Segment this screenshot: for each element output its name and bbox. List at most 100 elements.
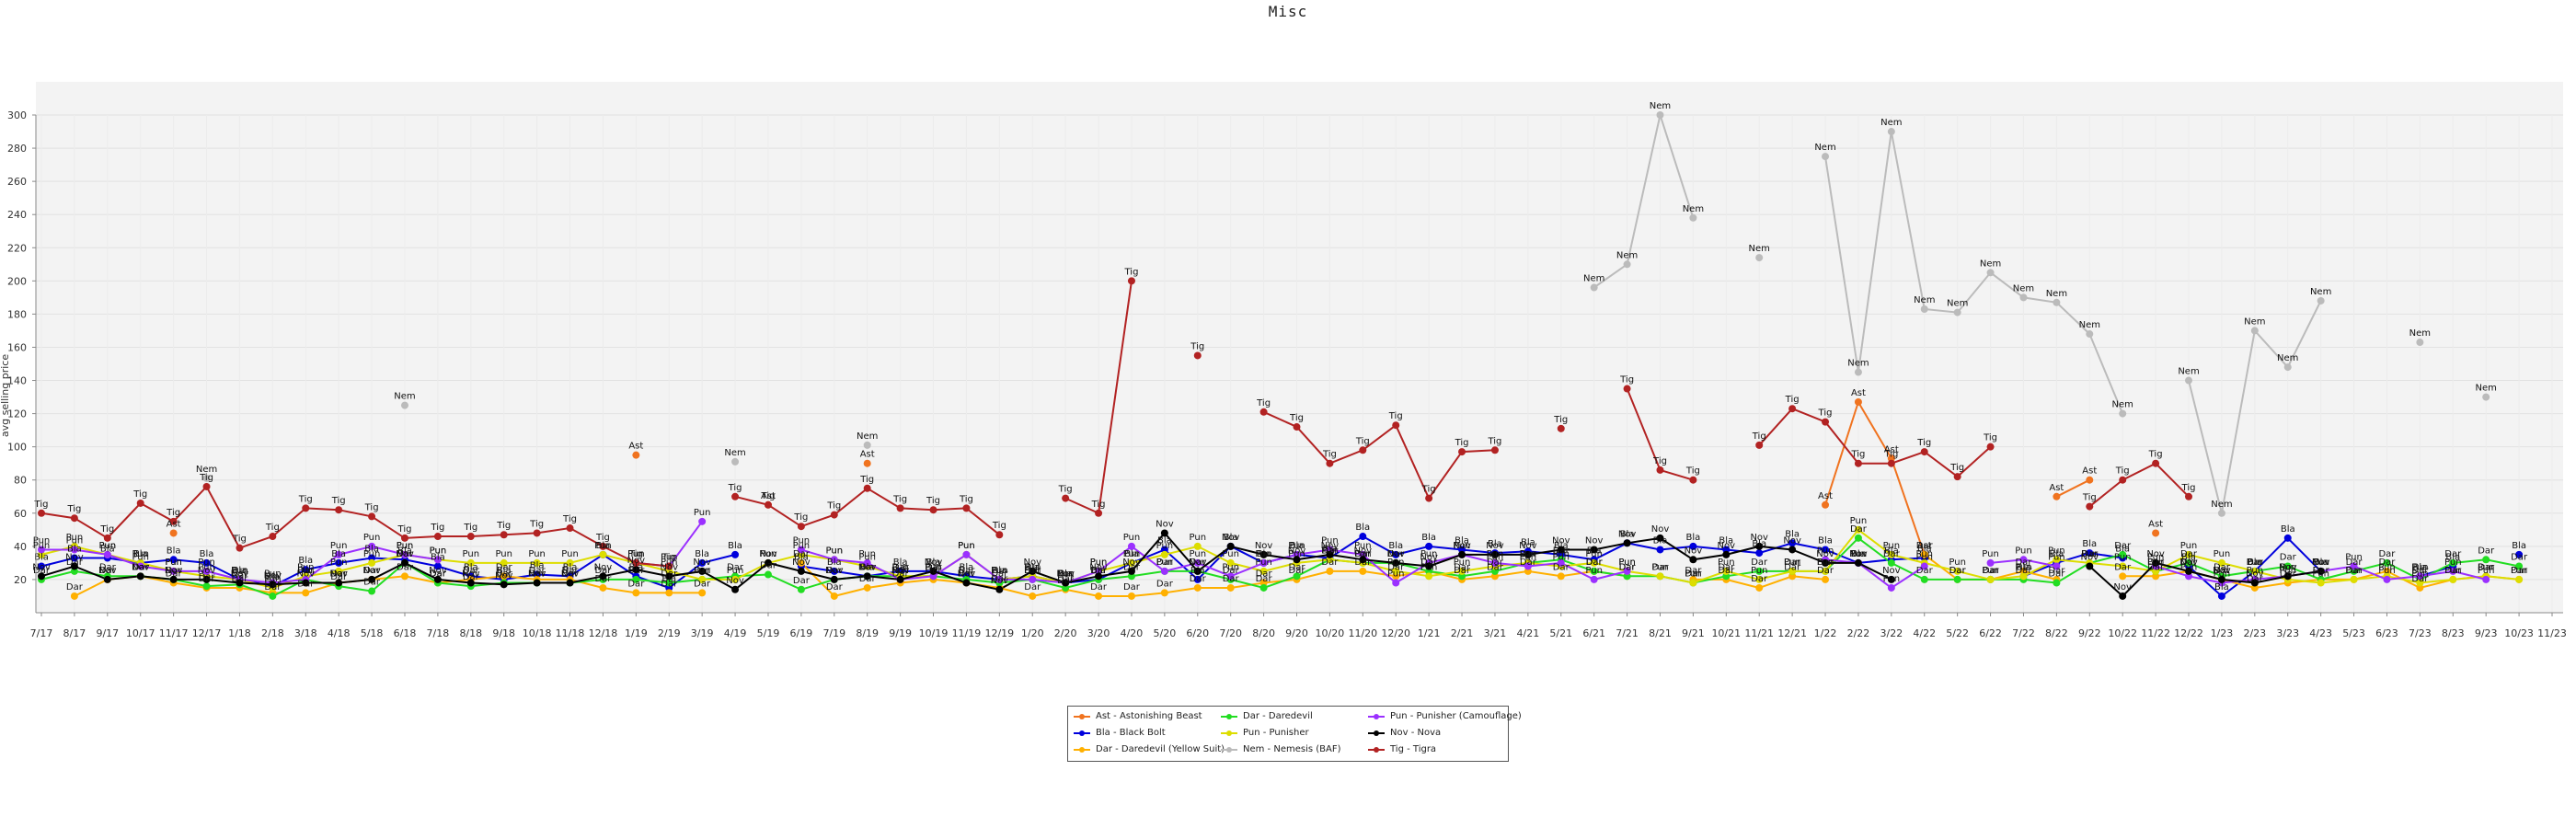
data-point (2185, 550, 2193, 558)
data-point (533, 579, 541, 587)
data-label: Tig (661, 553, 676, 563)
x-tick-label: 9/18 (492, 627, 515, 639)
data-label: Tig (1421, 485, 1436, 495)
data-label: Dar (363, 566, 381, 576)
x-tick-label: 9/23 (2475, 627, 2498, 639)
data-label: Dar (1553, 562, 1570, 572)
data-label: Bla (1290, 541, 1305, 551)
data-label: Bla (860, 562, 875, 572)
data-label: Dar (66, 582, 84, 592)
data-point (302, 566, 310, 574)
data-label: Ast (1818, 491, 1833, 501)
data-point (1359, 533, 1367, 541)
data-point (599, 542, 607, 550)
x-tick-label: 5/19 (757, 627, 780, 639)
data-label: Bla (298, 556, 313, 566)
data-label: Pun (33, 541, 51, 551)
data-point (1722, 550, 1731, 558)
data-label: Nov (1288, 546, 1306, 556)
data-label: Pun (1024, 562, 1041, 572)
data-label: Nov (1882, 566, 1901, 576)
data-label: Dar (2147, 562, 2165, 572)
y-tick-label: 280 (7, 143, 27, 155)
data-label: Dar (2015, 558, 2032, 568)
data-label: Dar (330, 569, 348, 580)
data-label: Dar (1256, 569, 1273, 580)
data-label: Nem (1814, 143, 1835, 153)
data-point (1392, 579, 1400, 587)
data-label: Nov (329, 569, 348, 580)
data-label: Pun (1057, 569, 1075, 580)
legend-swatch (1074, 729, 1090, 738)
data-label: Dar (1223, 566, 1240, 576)
data-label: Tig (1685, 466, 1700, 477)
data-point (599, 550, 607, 558)
data-point (830, 556, 838, 564)
data-label: Dar (1751, 574, 1768, 584)
data-point (2416, 572, 2424, 581)
data-point (2416, 339, 2424, 347)
data-label: Pun (2312, 558, 2329, 568)
x-tick-label: 4/18 (328, 627, 351, 639)
data-label: Pun (1024, 566, 1041, 576)
x-tick-label: 7/19 (822, 627, 845, 639)
data-label: Dar (1619, 562, 1637, 572)
data-point (1127, 567, 1135, 575)
data-point (962, 579, 971, 587)
data-label: Bla (2281, 524, 2295, 535)
data-label: Dar (2180, 549, 2198, 559)
data-label: Bla (1421, 533, 1436, 543)
data-label: Nov (362, 566, 381, 576)
data-point (2217, 575, 2225, 583)
data-label: Pun (363, 533, 381, 543)
data-label: Dar (1387, 549, 1405, 559)
data-label: Tig (1983, 433, 1997, 443)
data-point (202, 558, 211, 567)
data-label: Tig (1883, 450, 1898, 460)
data-label: Dar (297, 566, 315, 576)
data-point (1193, 575, 1202, 583)
data-point (1656, 546, 1664, 554)
data-label: Pun (1321, 535, 1339, 546)
data-label: Tig (1058, 485, 1073, 495)
data-label: Dar (1685, 566, 1702, 576)
data-label: Pun (661, 553, 678, 563)
data-label: Dar (1123, 562, 1141, 572)
data-label: Pun (1288, 549, 1305, 559)
x-tick-label: 2/18 (261, 627, 284, 639)
data-point (632, 589, 640, 597)
x-tick-label: 8/23 (2442, 627, 2465, 639)
data-label: Dar (33, 566, 51, 576)
data-label: Pun (99, 541, 117, 551)
data-point (1226, 572, 1235, 581)
data-label: Nov (1321, 541, 1340, 551)
data-point (698, 567, 707, 575)
data-point (1854, 558, 1862, 567)
data-label: Dar (2511, 566, 2528, 576)
data-label: Nov (1354, 546, 1373, 556)
data-label: Bla (200, 549, 214, 559)
data-label: Tig (199, 473, 213, 483)
x-tick-label: 8/18 (459, 627, 482, 639)
data-label: Pun (397, 541, 414, 551)
data-label: Nem (1947, 299, 1968, 309)
data-label: Dar (1553, 546, 1570, 556)
data-point (863, 459, 871, 467)
data-label: Dar (1520, 549, 1537, 559)
data-point (433, 562, 442, 570)
data-label: Nov (296, 569, 315, 580)
data-point (962, 550, 971, 558)
data-label: Bla (827, 558, 842, 568)
data-label: Bla (1257, 549, 1271, 559)
data-point (2086, 502, 2094, 511)
x-tick-label: 10/23 (2504, 627, 2534, 639)
data-point (566, 524, 574, 533)
data-label: Dar (1983, 566, 2000, 576)
data-point (1822, 500, 1830, 509)
x-tick-label: 12/21 (1777, 627, 1807, 639)
data-label: Dar (199, 572, 216, 582)
data-point (38, 562, 45, 570)
data-label: Nov (528, 569, 546, 580)
data-point (1029, 592, 1037, 600)
data-label: Pun (561, 549, 579, 559)
